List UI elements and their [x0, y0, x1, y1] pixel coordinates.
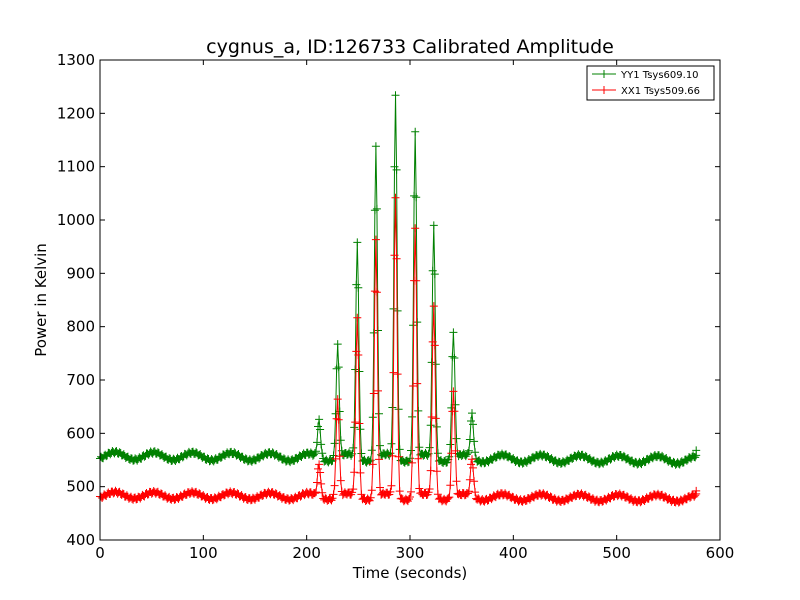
legend-label-yy1: YY1 Tsys609.10	[620, 70, 699, 81]
y-tick-label: 900	[66, 264, 95, 282]
y-tick-label: 1100	[57, 158, 95, 176]
x-tick-label: 300	[396, 544, 425, 562]
x-tick-label: 200	[292, 544, 321, 562]
y-tick-label: 1200	[57, 104, 95, 122]
y-tick-label: 400	[66, 531, 95, 549]
y-tick-label: 1000	[57, 211, 95, 229]
x-tick-label: 500	[602, 544, 631, 562]
y-axis-label: Power in Kelvin	[32, 243, 50, 357]
legend: YY1 Tsys609.10 XX1 Tsys509.66	[586, 65, 715, 101]
legend-marker-yy1	[600, 70, 608, 78]
x-tick-label: 400	[499, 544, 528, 562]
y-tick-label: 500	[66, 478, 95, 496]
plot-area: 0 100 200 300 400 500 600 400 500 600 700 800 900 100…	[57, 51, 735, 562]
y-tick-label: 800	[66, 318, 95, 336]
ticks-layer: 0 100 200 300 400 500 600 400 500 600 700 800 900 100…	[57, 51, 735, 562]
y-tick-label: 700	[66, 371, 95, 389]
x-tick-label: 600	[706, 544, 735, 562]
legend-label-xx1: XX1 Tsys509.66	[621, 86, 700, 97]
x-tick-label: 100	[189, 544, 218, 562]
x-tick-label: 0	[95, 544, 105, 562]
chart-title: cygnus_a, ID:126733 Calibrated Amplitude	[206, 36, 614, 58]
plot-background	[100, 60, 720, 540]
y-tick-label: 600	[66, 424, 95, 442]
legend-marker-xx1	[600, 86, 608, 94]
legend-box	[586, 65, 715, 101]
x-axis-label: Time (seconds)	[352, 564, 468, 582]
y-tick-label: 1300	[57, 51, 95, 69]
